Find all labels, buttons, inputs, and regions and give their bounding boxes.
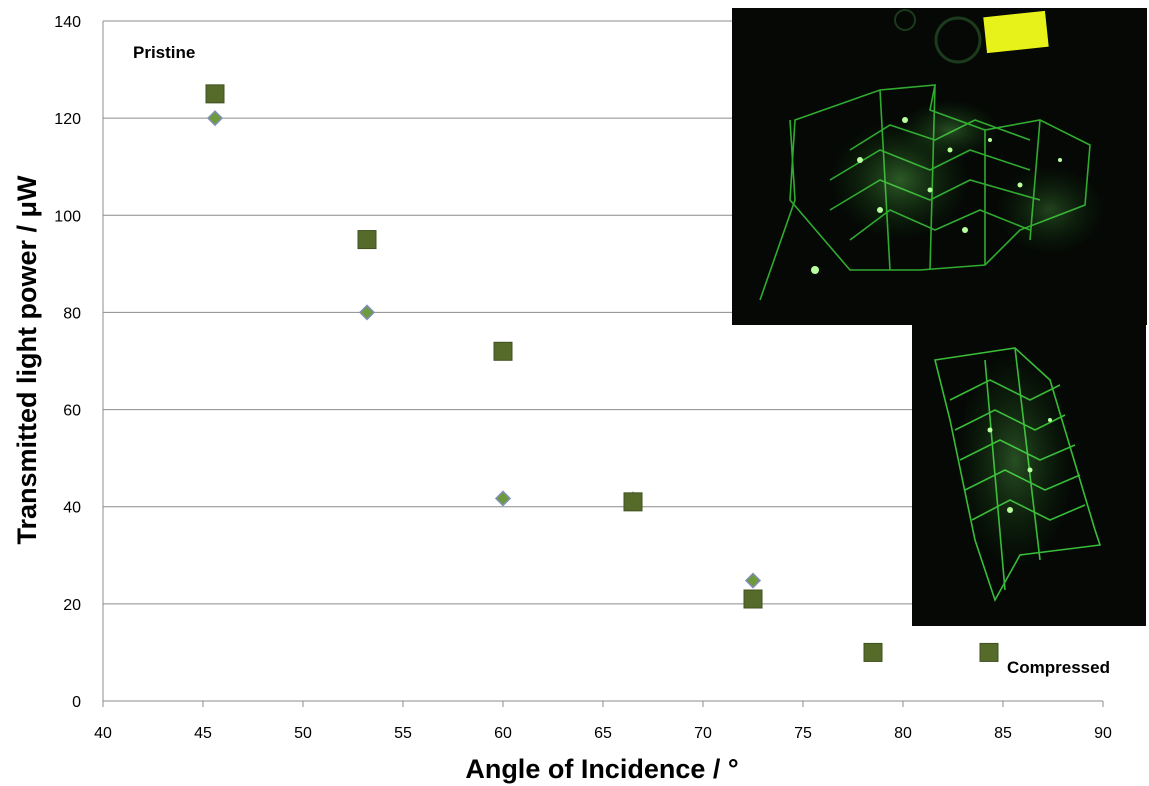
y-tick-label: 40	[63, 500, 81, 517]
x-tick-label: 85	[994, 725, 1012, 742]
x-tick-label: 80	[894, 725, 912, 742]
x-tick-label: 50	[294, 725, 312, 742]
point-square-4	[743, 589, 763, 609]
point-diamond-1	[358, 304, 376, 321]
y-tick-label: 60	[63, 403, 81, 420]
compressed-photo-inset	[912, 325, 1146, 626]
point-square-0	[205, 84, 225, 104]
point-square-6	[979, 642, 999, 662]
point-square-3	[623, 492, 643, 512]
axes	[102, 21, 1104, 707]
y-tick-label: 0	[72, 694, 81, 711]
x-tick-label: 45	[194, 725, 212, 742]
annotation-pristine: Pristine	[133, 43, 195, 62]
x-tick-label: 65	[594, 725, 612, 742]
point-square-1	[357, 230, 377, 250]
pristine-photo-inset	[732, 8, 1147, 325]
y-tick-label: 100	[54, 208, 81, 225]
annotation-compressed: Compressed	[1007, 658, 1110, 677]
x-tick-label: 60	[494, 725, 512, 742]
point-square-2	[493, 341, 513, 361]
x-tick-label: 75	[794, 725, 812, 742]
data-points	[205, 84, 999, 662]
y-tick-label: 20	[63, 597, 81, 614]
x-axis-title: Angle of Incidence / °	[465, 754, 738, 784]
point-diamond-2	[494, 490, 512, 507]
x-tick-label: 40	[94, 725, 112, 742]
grid-lines	[103, 20, 1103, 605]
y-tick-label: 120	[54, 111, 81, 128]
x-tick-label: 90	[1094, 725, 1112, 742]
tick-labels: 0 20 40 60 80 100 120 140 40 45 50 55 60 65 70 75 80 85 90	[54, 14, 1112, 742]
point-square-5	[863, 642, 883, 662]
x-tick-label: 70	[694, 725, 712, 742]
y-tick-label: 140	[54, 14, 81, 31]
y-tick-label: 80	[63, 305, 81, 322]
point-diamond-0	[206, 110, 224, 127]
point-diamond-4	[744, 572, 762, 589]
y-axis-title: Transmitted light power / μW	[12, 175, 42, 545]
x-tick-label: 55	[394, 725, 412, 742]
